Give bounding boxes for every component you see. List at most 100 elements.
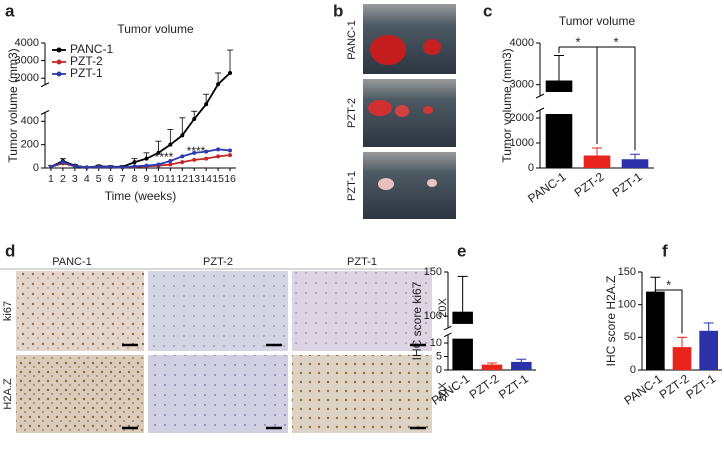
bar	[672, 347, 692, 370]
legend-marker	[56, 47, 62, 53]
x-tick-label: PANC-1	[429, 371, 473, 407]
photo-label: PZT-1	[346, 171, 358, 201]
y-axis-label: IHC score H2A.Z	[604, 276, 618, 367]
point	[108, 164, 113, 169]
x-tick-label: 8	[132, 173, 138, 185]
x-tick-label: PZT-2	[572, 169, 607, 199]
legend-marker	[56, 59, 62, 65]
bar-break	[544, 92, 574, 114]
panel-label: f	[662, 241, 668, 260]
row-label: H2A.Z	[2, 378, 14, 409]
line	[50, 148, 231, 169]
point	[192, 157, 197, 162]
annotation: ****	[155, 150, 174, 164]
tumor	[423, 39, 441, 55]
axis-break	[535, 93, 545, 99]
photo-label: PANC-1	[346, 20, 358, 60]
legend-label: PZT-2	[70, 54, 103, 68]
point	[192, 150, 197, 155]
point	[216, 147, 221, 152]
x-tick-label: 1	[48, 173, 54, 185]
bar	[699, 330, 718, 370]
point	[228, 70, 233, 75]
bar	[511, 361, 532, 370]
point	[216, 154, 221, 159]
point	[228, 148, 233, 153]
annotation: ****	[187, 144, 206, 158]
ihc-panel: PANC-1 PZT-2 PZT-1 ki67 H2A.Z 20X 20X	[0, 256, 449, 433]
y-axis-label: Tumor volume (mm3)	[500, 48, 514, 162]
magnification: 20X	[437, 382, 449, 402]
ihc-photo	[292, 355, 432, 433]
ihc-photo	[16, 271, 144, 351]
x-tick-label: PZT-1	[496, 371, 531, 401]
y-tick-label: 0	[528, 162, 534, 174]
point	[180, 133, 185, 138]
point	[168, 159, 173, 163]
ihc-photo	[148, 271, 288, 351]
point	[132, 160, 137, 165]
point	[48, 164, 53, 169]
row-label: ki67	[2, 301, 14, 321]
y-tick-label: 2000	[510, 112, 534, 124]
y-tick-label: 400	[21, 115, 39, 127]
y-tick-label: 0	[630, 364, 636, 376]
legend-marker	[56, 71, 62, 77]
y-tick-label: 4000	[15, 37, 39, 49]
point	[204, 156, 209, 161]
point	[156, 150, 161, 155]
tumor	[427, 179, 437, 187]
y-tick-label: 10	[430, 337, 442, 349]
y-tick-label: 1000	[510, 137, 534, 149]
x-tick-label: 11	[165, 173, 176, 185]
y-tick-label: 100	[618, 299, 636, 311]
panel-label: e	[457, 241, 466, 260]
tumor	[368, 100, 392, 116]
point	[60, 160, 65, 165]
x-tick-label: 3	[72, 173, 78, 185]
column-label: PZT-1	[347, 256, 377, 268]
point	[204, 102, 209, 107]
point	[168, 162, 173, 167]
tumor	[423, 106, 433, 114]
axis-break	[443, 325, 453, 331]
axis-break	[40, 82, 50, 88]
ihc-photo	[16, 355, 144, 433]
point	[84, 165, 89, 170]
point	[180, 160, 185, 165]
point	[180, 154, 185, 159]
annotation: *	[613, 34, 618, 49]
y-tick-label: 3000	[510, 79, 534, 91]
y-tick-label: 0	[33, 162, 39, 174]
y-tick-label: 4000	[510, 37, 534, 49]
x-tick-label: 5	[96, 173, 102, 185]
x-tick-label: PZT-1	[683, 371, 718, 401]
column-label: PZT-2	[203, 256, 233, 268]
panel-label: a	[5, 1, 15, 20]
y-tick-label: 200	[21, 139, 39, 151]
x-tick-label: PZT-1	[610, 169, 645, 199]
x-tick-label: 16	[224, 173, 236, 185]
point	[96, 164, 101, 169]
x-tick-label: 7	[120, 173, 126, 185]
panel-label: c	[483, 1, 492, 20]
x-tick-label: PANC-1	[525, 169, 569, 205]
x-tick-label: 14	[200, 173, 212, 185]
point	[204, 149, 209, 154]
y-tick-label: 5	[436, 350, 442, 362]
x-tick-label: 2	[60, 173, 66, 185]
point	[216, 82, 221, 87]
x-tick-label: 13	[188, 173, 200, 185]
annotation: *	[666, 277, 671, 292]
y-axis-label: IHC score ki67	[410, 281, 424, 360]
x-tick-label: PZT-2	[467, 371, 502, 401]
bar	[583, 155, 611, 168]
point	[132, 164, 137, 169]
y-tick-label: 150	[424, 266, 442, 278]
point	[192, 117, 197, 121]
point	[228, 153, 233, 158]
magnification: 20X	[437, 298, 449, 318]
bar	[646, 291, 665, 370]
y-tick-label: 2000	[15, 72, 39, 84]
point	[144, 163, 149, 168]
